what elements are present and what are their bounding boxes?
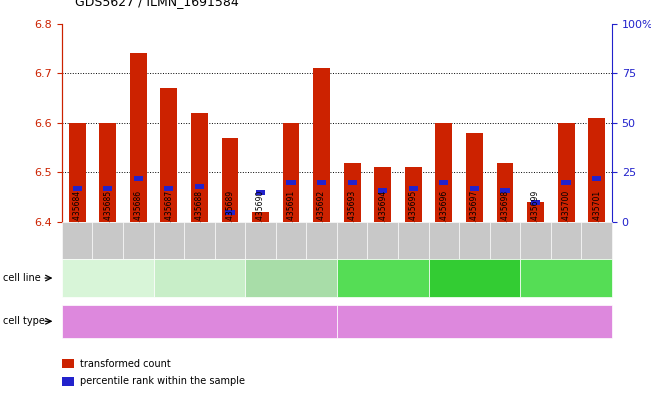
Bar bbox=[164, 186, 173, 191]
Bar bbox=[466, 133, 483, 222]
Text: GSM1435700: GSM1435700 bbox=[562, 189, 570, 241]
Text: Panc0403: Panc0403 bbox=[84, 273, 132, 283]
Text: SU8686: SU8686 bbox=[364, 273, 402, 283]
Bar bbox=[497, 163, 514, 222]
Bar bbox=[103, 186, 113, 191]
Text: GSM1435694: GSM1435694 bbox=[378, 189, 387, 241]
Text: MiaPaCa2: MiaPaCa2 bbox=[450, 273, 499, 283]
Bar bbox=[195, 184, 204, 189]
Bar bbox=[283, 123, 299, 222]
Text: dasatinib-sensitive pancreatic cancer cells: dasatinib-sensitive pancreatic cancer ce… bbox=[95, 316, 303, 326]
Bar bbox=[348, 180, 357, 185]
Text: GSM1435701: GSM1435701 bbox=[592, 189, 601, 241]
Bar bbox=[252, 212, 269, 222]
Text: GSM1435696: GSM1435696 bbox=[439, 189, 449, 241]
Bar bbox=[592, 176, 602, 181]
Text: GSM1435698: GSM1435698 bbox=[501, 189, 510, 241]
Text: Panc1: Panc1 bbox=[551, 273, 581, 283]
Bar bbox=[317, 180, 326, 185]
Bar bbox=[69, 123, 85, 222]
Text: GSM1435697: GSM1435697 bbox=[470, 189, 479, 241]
Bar bbox=[72, 186, 82, 191]
Bar bbox=[501, 188, 510, 193]
Text: GSM1435688: GSM1435688 bbox=[195, 190, 204, 241]
Bar bbox=[527, 202, 544, 222]
Text: GSM1435690: GSM1435690 bbox=[256, 189, 265, 241]
Text: transformed count: transformed count bbox=[80, 358, 171, 369]
Bar bbox=[160, 88, 177, 222]
Text: cell type: cell type bbox=[3, 316, 45, 326]
Bar bbox=[286, 180, 296, 185]
Text: GSM1435686: GSM1435686 bbox=[133, 189, 143, 241]
Text: GDS5627 / ILMN_1691584: GDS5627 / ILMN_1691584 bbox=[75, 0, 239, 8]
Text: cell line: cell line bbox=[3, 273, 41, 283]
Text: GSM1435685: GSM1435685 bbox=[104, 189, 112, 241]
Text: percentile rank within the sample: percentile rank within the sample bbox=[80, 376, 245, 386]
Text: Panc0504: Panc0504 bbox=[175, 273, 223, 283]
Bar bbox=[344, 163, 361, 222]
Bar bbox=[589, 118, 605, 222]
Text: GSM1435687: GSM1435687 bbox=[164, 189, 173, 241]
Bar bbox=[531, 200, 540, 205]
Text: GSM1435684: GSM1435684 bbox=[73, 189, 81, 241]
Text: GSM1435695: GSM1435695 bbox=[409, 189, 418, 241]
Bar bbox=[221, 138, 238, 222]
Text: GSM1435693: GSM1435693 bbox=[348, 189, 357, 241]
Bar bbox=[313, 68, 330, 222]
Bar bbox=[133, 176, 143, 181]
Bar bbox=[409, 186, 418, 191]
Text: GSM1435692: GSM1435692 bbox=[317, 189, 326, 241]
Bar bbox=[378, 188, 387, 193]
Bar bbox=[470, 186, 479, 191]
Bar bbox=[191, 113, 208, 222]
Text: Panc1005: Panc1005 bbox=[267, 273, 315, 283]
Bar bbox=[374, 167, 391, 222]
Bar bbox=[558, 123, 574, 222]
Bar bbox=[130, 53, 146, 222]
Bar bbox=[436, 123, 452, 222]
Bar bbox=[100, 123, 116, 222]
Bar bbox=[256, 190, 265, 195]
Bar bbox=[439, 180, 449, 185]
Text: GSM1435689: GSM1435689 bbox=[225, 189, 234, 241]
Bar bbox=[561, 180, 571, 185]
Text: dasatinib-resistant pancreatic cancer cells: dasatinib-resistant pancreatic cancer ce… bbox=[370, 316, 578, 326]
Text: GSM1435699: GSM1435699 bbox=[531, 189, 540, 241]
Bar bbox=[225, 209, 234, 215]
Text: GSM1435691: GSM1435691 bbox=[286, 189, 296, 241]
Bar bbox=[405, 167, 422, 222]
